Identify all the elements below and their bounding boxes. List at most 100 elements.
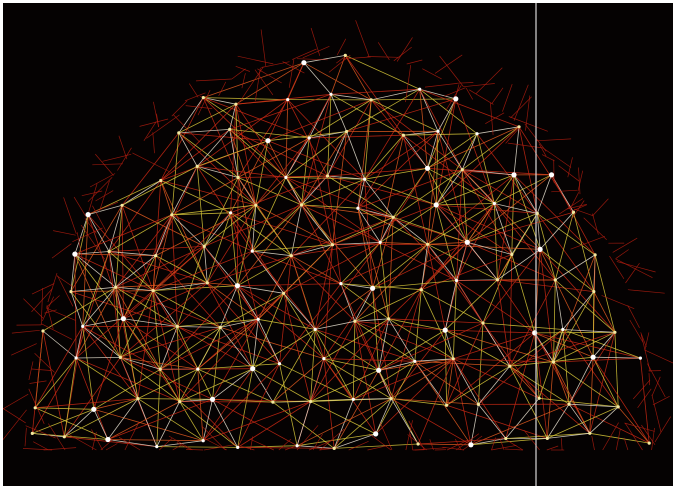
fringe-edge	[3, 393, 29, 410]
edge	[357, 207, 381, 243]
edge	[120, 290, 154, 358]
edge	[518, 126, 538, 214]
edge	[229, 129, 287, 178]
fringe-edge	[95, 190, 114, 202]
edge	[251, 177, 287, 252]
edge	[435, 131, 439, 205]
edge	[476, 133, 495, 204]
edge	[70, 205, 123, 292]
edge	[568, 403, 591, 434]
edge	[553, 254, 596, 363]
node	[571, 210, 576, 214]
node	[62, 435, 66, 439]
fringe-edge	[616, 261, 656, 273]
edge	[171, 177, 239, 216]
edge	[203, 97, 236, 105]
node	[511, 172, 517, 178]
fringe-edge	[592, 198, 609, 216]
edge	[380, 242, 457, 281]
edge	[152, 214, 173, 291]
edge	[204, 204, 257, 247]
edge	[160, 129, 230, 181]
edge	[370, 99, 428, 169]
edge	[179, 368, 253, 402]
edge	[137, 290, 154, 399]
edge	[178, 129, 230, 134]
fringe-edge	[80, 224, 105, 260]
fringe-edge	[199, 435, 227, 451]
edge	[467, 213, 538, 243]
fringe-edge	[171, 100, 188, 117]
edge	[476, 126, 520, 135]
fringe-edge	[513, 84, 529, 121]
fringe-edge	[173, 114, 200, 143]
edge	[419, 89, 439, 132]
node	[363, 177, 367, 181]
edge	[252, 175, 328, 252]
edge	[494, 174, 552, 204]
edge	[354, 289, 422, 322]
fringe-edge	[118, 135, 128, 160]
edge	[357, 208, 389, 319]
fringe-edge	[624, 422, 655, 432]
edge	[427, 241, 468, 245]
edge	[592, 332, 616, 358]
fringe-edge	[570, 235, 606, 250]
edge	[177, 246, 205, 327]
edge	[427, 244, 446, 331]
edge	[75, 357, 180, 402]
node	[325, 174, 330, 178]
edge	[74, 253, 156, 256]
edge	[179, 401, 238, 448]
fringe-edge	[288, 59, 295, 88]
edge	[554, 279, 594, 358]
edge	[203, 97, 269, 142]
fringe-edge	[73, 196, 87, 217]
node	[178, 400, 182, 404]
edge	[267, 131, 347, 142]
edge	[551, 174, 596, 256]
fringe-edge	[629, 319, 644, 343]
node	[638, 356, 643, 360]
node	[136, 397, 140, 401]
edge	[323, 358, 392, 399]
edge	[87, 204, 123, 215]
node	[553, 278, 557, 282]
edge	[470, 404, 479, 445]
fringe-edge	[31, 283, 55, 295]
edge	[196, 99, 288, 167]
edge	[453, 358, 554, 363]
edge	[553, 361, 570, 405]
edge	[364, 130, 439, 180]
edge	[494, 203, 513, 255]
edge	[330, 93, 404, 136]
edge	[494, 203, 556, 281]
fringe-edge	[559, 198, 584, 215]
edge	[120, 282, 208, 358]
edge	[35, 398, 138, 409]
edge	[546, 362, 554, 439]
edge	[197, 368, 274, 403]
edge	[152, 290, 161, 370]
fringe-edge	[89, 173, 116, 188]
edge	[414, 358, 454, 362]
edge	[255, 177, 287, 206]
edge	[160, 285, 238, 370]
node	[195, 164, 199, 168]
fringe-edge	[34, 353, 55, 373]
edge	[390, 398, 472, 446]
edge	[333, 398, 392, 449]
edge	[379, 217, 394, 243]
fringe-edge	[186, 449, 204, 451]
fringe-edge	[651, 427, 655, 451]
edge	[436, 174, 515, 206]
edge	[392, 168, 428, 218]
edge	[327, 175, 342, 284]
fringe-edge	[46, 305, 54, 329]
edge	[230, 140, 269, 213]
edge	[390, 398, 419, 445]
fringe-edge	[491, 437, 496, 451]
node	[30, 431, 34, 435]
edge	[137, 368, 198, 399]
edge	[547, 406, 619, 439]
